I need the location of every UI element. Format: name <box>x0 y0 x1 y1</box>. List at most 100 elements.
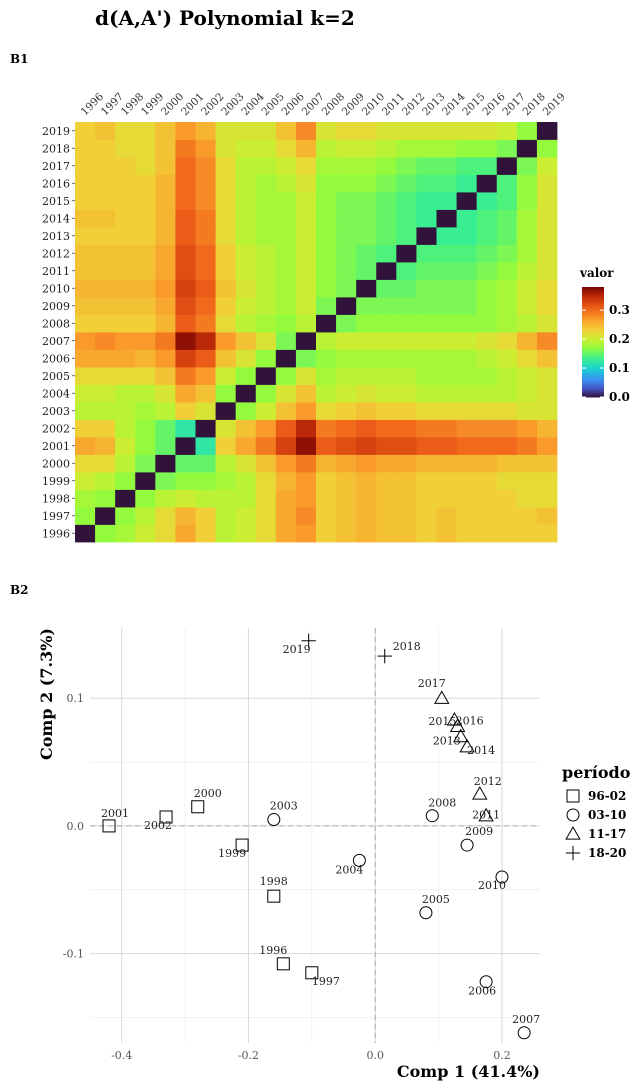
heatmap-cell <box>195 297 216 315</box>
heatmap-cell <box>496 437 518 455</box>
heatmap-cell <box>95 139 116 158</box>
point-label-2002: 2002 <box>144 819 172 832</box>
heatmap-cell <box>75 437 96 455</box>
heatmap-cell <box>416 332 437 350</box>
heatmap-cell <box>215 367 237 385</box>
heatmap-cell <box>275 157 297 175</box>
heatmap-cell <box>175 472 196 490</box>
heatmap-cell <box>336 209 357 228</box>
heatmap-cell <box>295 489 317 508</box>
colorbar-segment <box>582 340 604 343</box>
heatmap-y-label: 2000 <box>42 457 70 470</box>
data-point-2000 <box>191 800 205 814</box>
heatmap-cell <box>255 279 277 298</box>
heatmap-cell <box>215 437 237 455</box>
heatmap-cell <box>235 192 257 210</box>
y-tick-label: -0.1 <box>63 948 84 961</box>
heatmap-cell <box>496 419 518 438</box>
colorbar-segment <box>582 380 604 383</box>
heatmap-cell <box>75 192 96 210</box>
heatmap-cell <box>536 192 558 210</box>
x-axis-label: Comp 1 (41.4%) <box>397 1062 540 1081</box>
heatmap-cell <box>195 402 216 420</box>
x-tick-label: -0.4 <box>111 1049 132 1062</box>
heatmap-cell <box>476 139 498 158</box>
heatmap-cell <box>255 489 277 508</box>
heatmap-cell <box>135 192 156 210</box>
heatmap-cell <box>195 489 216 508</box>
heatmap-cell <box>376 297 397 315</box>
heatmap-cell <box>416 262 437 280</box>
heatmap-cell <box>135 279 156 298</box>
data-point-2012 <box>472 786 488 800</box>
heatmap-cell <box>75 419 96 438</box>
colorbar-segment <box>582 314 604 317</box>
heatmap-cell <box>416 349 437 368</box>
heatmap-cell <box>456 174 478 193</box>
heatmap-cell <box>316 192 337 210</box>
heatmap-cell <box>115 437 136 455</box>
colorbar-segment <box>582 369 604 372</box>
x-tick-label: 0.0 <box>366 1049 384 1062</box>
heatmap-cell <box>416 524 437 543</box>
heatmap-cell <box>456 402 478 420</box>
heatmap-cell <box>336 157 357 175</box>
heatmap-cell <box>516 332 538 350</box>
heatmap-cell <box>316 524 337 543</box>
heatmap-cell <box>536 139 558 158</box>
heatmap-cell <box>135 209 156 228</box>
colorbar-segment <box>582 318 604 321</box>
heatmap-cell <box>215 332 237 350</box>
heatmap-cell <box>215 139 237 158</box>
heatmap-cell <box>476 314 498 333</box>
heatmap-cell <box>215 507 237 525</box>
heatmap-cell <box>536 227 558 245</box>
heatmap-cell <box>316 227 337 245</box>
heatmap-cell <box>175 402 196 420</box>
data-point-1999 <box>235 838 249 852</box>
heatmap-cell <box>175 297 196 315</box>
heatmap-cell <box>396 489 417 508</box>
colorbar-segment <box>582 312 604 315</box>
heatmap-cell <box>416 192 437 210</box>
heatmap-cell <box>496 349 518 368</box>
heatmap-cell <box>456 297 478 315</box>
heatmap-cell <box>376 367 397 385</box>
heatmap-cell <box>516 507 538 525</box>
heatmap-cell <box>135 297 156 315</box>
heatmap-cell <box>235 367 257 385</box>
heatmap-cell <box>536 262 558 280</box>
heatmap-cell <box>255 297 277 315</box>
heatmap-cell <box>115 507 136 525</box>
heatmap-y-label: 2004 <box>42 387 70 400</box>
heatmap-cell <box>416 367 437 385</box>
heatmap-y-label: 1998 <box>42 492 70 505</box>
heatmap-cell <box>456 419 478 438</box>
heatmap-cell <box>115 157 136 175</box>
heatmap-cell <box>155 279 176 298</box>
heatmap-cell <box>416 157 437 175</box>
heatmap-cell <box>95 122 116 140</box>
heatmap-cell <box>416 279 437 298</box>
colorbar-segment <box>582 378 604 381</box>
heatmap-cell <box>295 524 317 543</box>
heatmap-cell <box>95 314 116 333</box>
heatmap-cell <box>295 367 317 385</box>
heatmap-y-label: 2017 <box>42 160 70 173</box>
heatmap-cell <box>115 227 136 245</box>
heatmap-cell <box>496 402 518 420</box>
heatmap-cell <box>516 402 538 420</box>
heatmap-cell <box>456 454 478 473</box>
heatmap-cell <box>155 472 176 490</box>
heatmap-cell <box>275 174 297 193</box>
heatmap-cell <box>416 384 437 403</box>
heatmap-cell <box>456 314 478 333</box>
heatmap-cell <box>496 332 518 350</box>
heatmap-cell <box>416 437 437 455</box>
colorbar-title: valor <box>579 266 614 280</box>
heatmap-cell <box>235 437 257 455</box>
heatmap-cell <box>336 349 357 368</box>
heatmap-cell <box>436 384 457 403</box>
heatmap-cell <box>295 402 317 420</box>
heatmap-cell <box>396 244 417 263</box>
